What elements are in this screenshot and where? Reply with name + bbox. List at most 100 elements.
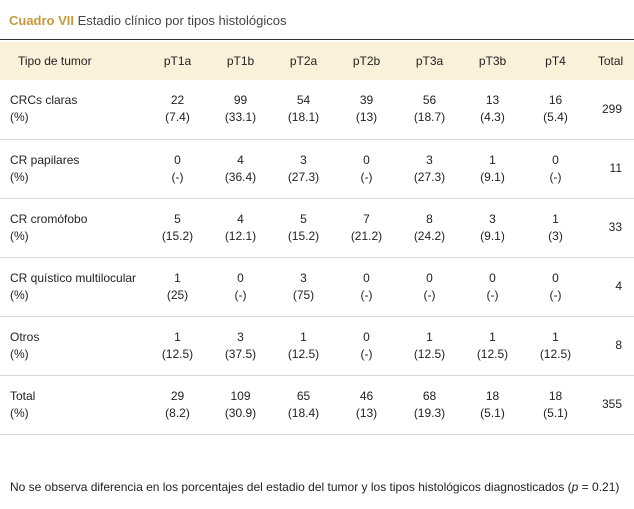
row-label-cell: CR cromófobo (%) xyxy=(0,198,146,257)
cell-count: 0 xyxy=(552,270,559,285)
cell-percent: (36.4) xyxy=(224,169,257,184)
cell-percent: (-) xyxy=(234,287,247,302)
table-cell: 0 (-) xyxy=(398,257,461,316)
table-row: CR cromófobo (%) 5 (15.2) 4 (12.1) 5 (15.2) 7 (21… xyxy=(0,198,634,257)
row-total: 4 xyxy=(615,279,622,293)
cell-count: 5 xyxy=(300,211,307,226)
table-cell: 1 (12.5) xyxy=(398,316,461,375)
footnote-text-before: No se observa diferencia en los porcenta… xyxy=(10,480,572,494)
cell-percent: (27.3) xyxy=(287,169,320,184)
data-table: Tipo de tumor pT1a pT1b pT2a pT2b pT3a p… xyxy=(0,42,634,435)
table-cell: 3 (37.5) xyxy=(209,316,272,375)
cell-percent: (-) xyxy=(549,169,562,184)
cell-percent: (12.5) xyxy=(539,346,572,361)
row-pct-label: (%) xyxy=(10,405,29,420)
cell-percent: (13) xyxy=(355,110,378,125)
cell-percent: (-) xyxy=(360,346,373,361)
header-cell-pt3a: pT3a xyxy=(415,54,444,68)
row-total: 355 xyxy=(601,397,622,411)
table-cell: 16 (5.4) xyxy=(524,80,587,139)
cell-percent: (-) xyxy=(549,287,562,302)
table-cell: 0 (-) xyxy=(146,139,209,198)
cell-percent: (7.4) xyxy=(165,110,190,125)
footnote-text-after: = 0.21) xyxy=(578,480,620,494)
row-label: CRCs claras xyxy=(10,93,78,108)
cell-count: 1 xyxy=(489,329,496,344)
table-cell: 7 (21.2) xyxy=(335,198,398,257)
table-caption: Cuadro VII Estadio clínico por tipos his… xyxy=(0,0,634,40)
table-cell: 1 (9.1) xyxy=(461,139,524,198)
table-row: CR papilares (%) 0 (-) 4 (36.4) 3 (27.3) 0 (-) 3 (2… xyxy=(0,139,634,198)
cell-percent: (-) xyxy=(360,169,373,184)
cell-count: 0 xyxy=(174,152,181,167)
row-label: Total xyxy=(10,388,36,403)
cell-percent: (-) xyxy=(486,287,499,302)
header-cell-pt1b: pT1b xyxy=(226,54,255,68)
cell-percent: (-) xyxy=(360,287,373,302)
table-cell: 0 (-) xyxy=(524,139,587,198)
cell-count: 29 xyxy=(170,388,185,403)
cell-count: 1 xyxy=(426,329,433,344)
table-cell: 3 (27.3) xyxy=(272,139,335,198)
table-row: CR quístico multilocular (%) 1 (25) 0 (-) 3 (75… xyxy=(0,257,634,316)
table-cell: 0 (-) xyxy=(524,257,587,316)
cell-count: 5 xyxy=(174,211,181,226)
cell-percent: (12.5) xyxy=(413,346,446,361)
table-cell: 3 (27.3) xyxy=(398,139,461,198)
cell-count: 1 xyxy=(300,329,307,344)
table-cell: 3 (75) xyxy=(272,257,335,316)
row-pct-label: (%) xyxy=(10,228,29,243)
row-pct-label: (%) xyxy=(10,287,29,302)
cell-count: 39 xyxy=(359,93,374,108)
cell-percent: (5.1) xyxy=(480,405,505,420)
cell-percent: (12.5) xyxy=(476,346,509,361)
cell-percent: (12.5) xyxy=(161,346,194,361)
cell-count: 22 xyxy=(170,93,185,108)
cell-count: 0 xyxy=(363,270,370,285)
table-cell: 0 (-) xyxy=(335,139,398,198)
cell-count: 3 xyxy=(237,329,244,344)
cell-percent: (13) xyxy=(355,405,378,420)
row-total: 8 xyxy=(615,338,622,352)
table-cell: 1 (12.5) xyxy=(272,316,335,375)
table-cell: 13 (4.3) xyxy=(461,80,524,139)
row-label-cell: Otros (%) xyxy=(0,316,146,375)
table-cell: 68 (19.3) xyxy=(398,375,461,434)
table-caption-label: Cuadro VII xyxy=(9,13,75,28)
table-caption-title: Estadio clínico por tipos histológicos xyxy=(77,13,287,28)
cell-count: 16 xyxy=(548,93,563,108)
cell-percent: (75) xyxy=(292,287,315,302)
cell-percent: (25) xyxy=(166,287,189,302)
table-cell: 4 (36.4) xyxy=(209,139,272,198)
cell-count: 0 xyxy=(363,152,370,167)
table-cell: 1 (12.5) xyxy=(524,316,587,375)
cell-count: 8 xyxy=(426,211,433,226)
cell-percent: (-) xyxy=(423,287,436,302)
cell-percent: (19.3) xyxy=(413,405,446,420)
cell-percent: (9.1) xyxy=(480,169,505,184)
cell-count: 3 xyxy=(426,152,433,167)
row-total: 33 xyxy=(608,220,622,234)
row-label-cell: CR papilares (%) xyxy=(0,139,146,198)
row-label: Otros xyxy=(10,329,40,344)
cell-count: 65 xyxy=(296,388,311,403)
row-label-cell: CRCs claras (%) xyxy=(0,80,146,139)
cell-count: 99 xyxy=(233,93,248,108)
cell-count: 46 xyxy=(359,388,374,403)
cell-count: 13 xyxy=(485,93,500,108)
cell-percent: (5.4) xyxy=(543,110,568,125)
header-cell-pt1a: pT1a xyxy=(163,54,192,68)
cell-percent: (9.1) xyxy=(480,228,505,243)
table-cell: 8 (24.2) xyxy=(398,198,461,257)
cell-percent: (4.3) xyxy=(480,110,505,125)
table-cell: 1 (25) xyxy=(146,257,209,316)
cell-count: 0 xyxy=(363,329,370,344)
cell-count: 4 xyxy=(237,152,244,167)
row-total: 299 xyxy=(601,101,622,116)
cell-percent: (15.2) xyxy=(161,228,194,243)
cell-count: 3 xyxy=(489,211,496,226)
table-cell: 0 (-) xyxy=(461,257,524,316)
table-cell: 109 (30.9) xyxy=(209,375,272,434)
table-cell: 3 (9.1) xyxy=(461,198,524,257)
table-cell: 56 (18.7) xyxy=(398,80,461,139)
